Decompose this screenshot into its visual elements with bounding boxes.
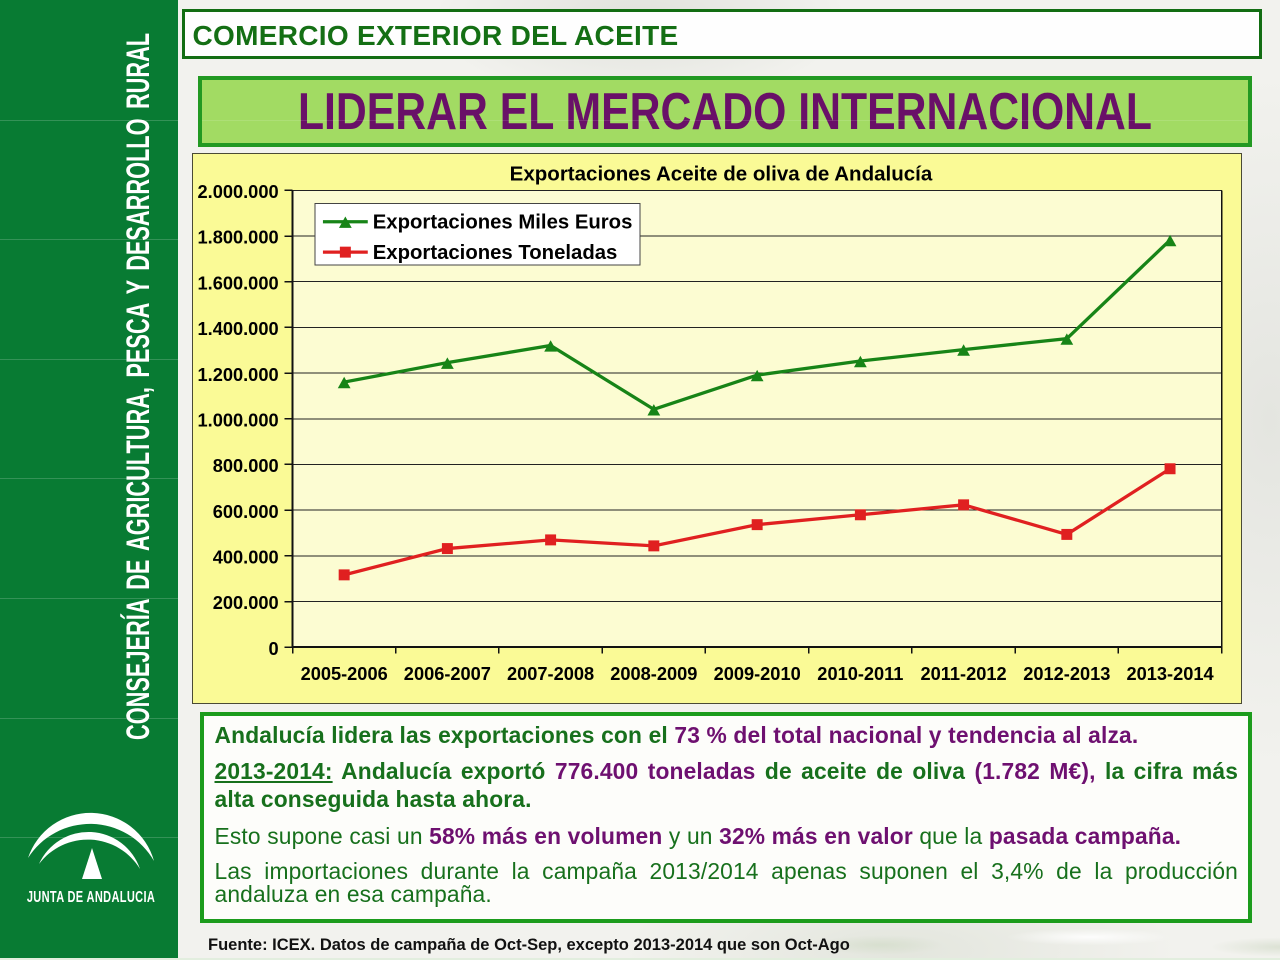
svg-text:2011-2012: 2011-2012: [921, 663, 1007, 684]
svg-text:JUNTA DE ANDALUCIA: JUNTA DE ANDALUCIA: [27, 888, 155, 905]
svg-text:1.200.000: 1.200.000: [198, 364, 279, 385]
svg-text:Exportaciones Miles Euros: Exportaciones Miles Euros: [373, 212, 633, 234]
svg-text:400.000: 400.000: [213, 547, 279, 568]
svg-text:2006-2007: 2006-2007: [404, 663, 491, 684]
svg-text:2005-2006: 2005-2006: [301, 663, 388, 684]
svg-text:2007-2008: 2007-2008: [507, 663, 594, 684]
svg-text:2012-2013: 2012-2013: [1023, 663, 1110, 684]
svg-text:0: 0: [268, 638, 278, 659]
svg-text:200.000: 200.000: [213, 592, 279, 613]
svg-text:1.400.000: 1.400.000: [198, 318, 279, 339]
svg-text:2010-2011: 2010-2011: [817, 663, 903, 684]
svg-text:600.000: 600.000: [213, 501, 279, 522]
svg-text:Exportaciones Aceite de oliva: Exportaciones Aceite de oliva de Andaluc…: [510, 162, 933, 185]
svg-text:1.000.000: 1.000.000: [198, 409, 279, 430]
svg-text:1.800.000: 1.800.000: [198, 227, 279, 248]
svg-text:800.000: 800.000: [213, 455, 279, 476]
svg-text:2.000.000: 2.000.000: [198, 181, 279, 202]
svg-text:1.600.000: 1.600.000: [198, 272, 279, 293]
svg-text:2013-2014: 2013-2014: [1126, 663, 1214, 684]
svg-text:2008-2009: 2008-2009: [610, 663, 697, 684]
svg-text:2009-2010: 2009-2010: [714, 663, 801, 684]
svg-text:Exportaciones Toneladas: Exportaciones Toneladas: [373, 242, 618, 264]
